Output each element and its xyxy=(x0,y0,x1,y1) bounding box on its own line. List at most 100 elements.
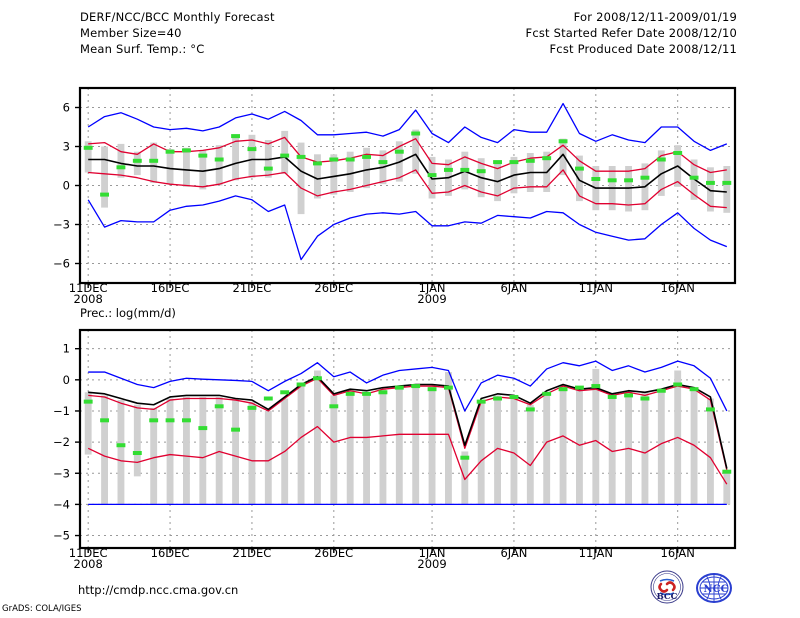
forecast-produced-label: Fcst Produced Date 2008/12/11 xyxy=(549,42,737,56)
x-tick-label: 11DEC xyxy=(69,281,108,295)
spread-bar xyxy=(608,393,616,505)
spread-bar xyxy=(101,146,109,208)
observation-marker xyxy=(345,157,355,162)
observation-marker xyxy=(542,156,552,161)
x-tick-label: 16DEC xyxy=(151,281,190,295)
spread-bar xyxy=(379,389,387,505)
observation-marker xyxy=(132,158,142,163)
spread-bar xyxy=(84,141,92,173)
observation-marker xyxy=(493,396,503,401)
spread-bar xyxy=(395,387,403,505)
x-tick-label: 26DEC xyxy=(314,281,353,295)
observation-marker xyxy=(231,427,241,432)
x-tick-label: 6JAN xyxy=(500,281,527,295)
observation-marker xyxy=(362,154,372,159)
y-tick-label: 0 xyxy=(63,179,70,193)
x-tick-year-label: 2009 xyxy=(417,557,446,571)
bcc-logo: BCC xyxy=(650,570,684,604)
spread-bar xyxy=(494,395,502,505)
series-line-q25 xyxy=(88,169,727,209)
observation-marker xyxy=(558,387,568,392)
spread-bar xyxy=(313,154,321,199)
prec-axis-label: Prec.: log(mm/d) xyxy=(80,306,176,320)
grads-credit: GrADS: COLA/IGES xyxy=(2,604,82,614)
spread-bar xyxy=(592,368,600,505)
x-tick-year-label: 2008 xyxy=(74,292,103,306)
x-tick-label: 16JAN xyxy=(661,546,695,560)
observation-marker xyxy=(181,418,191,423)
observation-marker xyxy=(476,169,486,174)
spread-bar xyxy=(215,396,223,505)
x-tick-label: 6JAN xyxy=(500,546,527,560)
observation-marker xyxy=(542,391,552,396)
observation-marker xyxy=(640,396,650,401)
observation-marker xyxy=(640,175,650,180)
observation-marker xyxy=(116,443,126,448)
x-tick-label: 16DEC xyxy=(151,546,190,560)
observation-marker xyxy=(705,407,715,412)
spread-bar xyxy=(575,155,583,202)
spread-bar xyxy=(166,398,174,505)
spread-bar xyxy=(428,386,436,505)
spread-bar xyxy=(215,145,223,186)
observation-marker xyxy=(214,404,224,409)
observation-marker xyxy=(198,153,208,158)
spread-bar xyxy=(641,392,649,505)
observation-marker xyxy=(722,469,732,474)
svg-text:NCC: NCC xyxy=(703,584,728,595)
observation-marker xyxy=(509,160,519,165)
observation-marker xyxy=(100,418,110,423)
spread-bar xyxy=(313,370,321,505)
observation-marker xyxy=(443,385,453,390)
spread-bar xyxy=(117,400,125,505)
observation-marker xyxy=(280,153,290,158)
x-tick-year-label: 2009 xyxy=(417,292,446,306)
y-tick-label: −3 xyxy=(53,466,70,480)
spread-bar xyxy=(232,398,240,505)
spread-bar xyxy=(182,147,190,187)
forecast-period-label: For 2008/12/11-2009/01/19 xyxy=(573,10,737,24)
observation-marker xyxy=(525,158,535,163)
spread-bar xyxy=(117,143,125,178)
y-tick-label: −2 xyxy=(53,435,70,449)
y-tick-label: −3 xyxy=(53,218,70,232)
observation-marker xyxy=(591,177,601,181)
observation-marker xyxy=(427,173,437,178)
source-url[interactable]: http://cmdp.ncc.cma.gov.cn xyxy=(78,583,239,597)
spread-bar xyxy=(199,396,207,505)
observation-marker xyxy=(231,134,241,139)
observation-marker xyxy=(689,387,699,392)
x-tick-label: 21DEC xyxy=(233,281,272,295)
observation-marker xyxy=(198,426,208,431)
x-tick-label: 26DEC xyxy=(314,546,353,560)
observation-marker xyxy=(689,175,699,180)
plot-frame xyxy=(78,328,737,550)
observation-marker xyxy=(607,394,617,399)
observation-marker xyxy=(312,376,322,381)
spread-bar xyxy=(706,167,714,212)
spread-bar xyxy=(182,396,190,505)
observation-marker xyxy=(460,455,470,460)
observation-marker xyxy=(247,147,257,152)
x-tick-label: 11DEC xyxy=(69,546,108,560)
spread-bar xyxy=(363,147,371,189)
observation-marker xyxy=(443,167,453,172)
spread-bar xyxy=(101,395,109,505)
x-tick-year-label: 2008 xyxy=(74,557,103,571)
observation-marker xyxy=(411,131,421,136)
observation-marker xyxy=(100,192,110,197)
spread-bar xyxy=(199,150,207,190)
svg-text:BCC: BCC xyxy=(657,592,678,602)
y-tick-label: −6 xyxy=(53,257,70,271)
spread-bar xyxy=(346,151,354,192)
observation-marker xyxy=(460,167,470,172)
spread-bar xyxy=(133,151,141,176)
observation-marker xyxy=(394,385,404,390)
observation-marker xyxy=(149,158,159,163)
y-tick-label: 6 xyxy=(63,101,70,115)
x-tick-label: 1JAN xyxy=(419,281,446,295)
spread-bar xyxy=(559,138,567,176)
spread-bar xyxy=(248,134,256,178)
observation-marker xyxy=(329,404,339,409)
spread-bar xyxy=(330,154,338,195)
